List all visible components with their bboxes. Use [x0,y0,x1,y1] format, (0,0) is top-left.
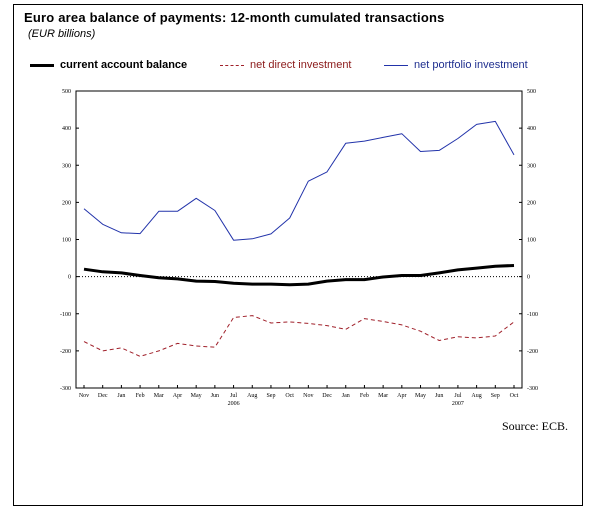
series-line-net-direct-investment [83,315,515,357]
legend-swatch-portfolio-investment [384,64,408,66]
x-tick-label: May [191,393,202,399]
x-year-label: 2006 [228,401,240,407]
y-tick-label-left: 500 [62,89,71,95]
x-tick-label: Oct [285,393,294,399]
chart-frame: Euro area balance of payments: 12-month … [13,4,583,506]
chart-subtitle: (EUR billions) [28,28,96,40]
y-tick-label-left: 400 [62,126,71,132]
x-tick-label: Dec [98,393,108,399]
x-tick-label: Jun [211,393,219,399]
y-tick-label-right: 0 [527,275,530,281]
y-axis-right: 500 400 300 200 100 0 -100 -200 -300 [519,89,538,392]
y-tick-label-left: 100 [62,238,71,244]
y-tick-label-right: 300 [527,163,536,169]
legend-entry-direct-investment: net direct investment [220,59,352,71]
x-tick-label: Apr [397,393,406,399]
x-tick-label: Oct [510,393,519,399]
legend-label-current-account: current account balance [60,59,188,71]
x-year-label: 2007 [452,401,464,407]
x-tick-label: Jul [230,393,237,399]
y-tick-label-right: 500 [527,89,536,95]
x-tick-label: Feb [136,393,145,399]
legend-swatch-direct-investment [220,64,244,66]
legend-label-direct-investment: net direct investment [250,59,352,71]
y-tick-label-right: 400 [527,126,536,132]
x-tick-label: Aug [247,393,257,399]
x-tick-label: Jan [117,393,125,399]
x-tick-label: Sep [491,393,500,399]
legend-entry-current-account: current account balance [30,59,187,71]
x-tick-label: May [415,393,426,399]
chart-title: Euro area balance of payments: 12-month … [24,10,445,25]
y-tick-label-right: -200 [527,349,538,355]
x-tick-label: Nov [79,393,89,399]
y-tick-label-left: 300 [62,163,71,169]
series-group [83,120,515,357]
legend-label-portfolio-investment: net portfolio investment [414,59,528,71]
y-tick-label-right: 200 [527,200,536,206]
y-tick-label-left: -200 [60,349,71,355]
legend-entry-portfolio-investment: net portfolio investment [384,59,528,71]
source-note: Source: ECB. [502,419,568,433]
series-line-net-portfolio-investment [83,120,515,241]
y-tick-label-left: -300 [60,386,71,392]
x-tick-label: Aug [471,393,481,399]
y-tick-label-right: -300 [527,386,538,392]
chart-canvas: 500 400 300 200 100 0 -100 -200 -300 500 400 300 20… [60,89,538,407]
y-tick-label-left: 0 [68,275,71,281]
series-line-current-account-balance [83,264,515,287]
y-tick-label-right: 100 [527,238,536,244]
y-tick-label-left: -100 [60,312,71,318]
x-axis: Nov Dec Jan Feb Mar Apr May Jun Jul Aug Sep Oct Nov D… [79,385,519,407]
x-tick-label: Jun [435,393,443,399]
x-tick-label: Nov [303,393,313,399]
x-tick-label: Feb [360,393,369,399]
x-tick-label: Mar [378,393,388,399]
y-tick-label-left: 200 [62,200,71,206]
x-tick-label: Jan [342,393,350,399]
plot-area [75,90,523,389]
x-tick-label: Dec [322,393,332,399]
legend-swatch-current-account [30,63,54,67]
x-tick-label: Sep [266,393,275,399]
x-tick-label: Jul [454,393,461,399]
x-tick-label: Apr [173,393,182,399]
y-tick-label-right: -100 [527,312,538,318]
x-tick-label: Mar [154,393,164,399]
chart-legend: current account balance net direct inves… [24,59,574,77]
y-axis-left: 500 400 300 200 100 0 -100 -200 -300 [60,89,79,392]
